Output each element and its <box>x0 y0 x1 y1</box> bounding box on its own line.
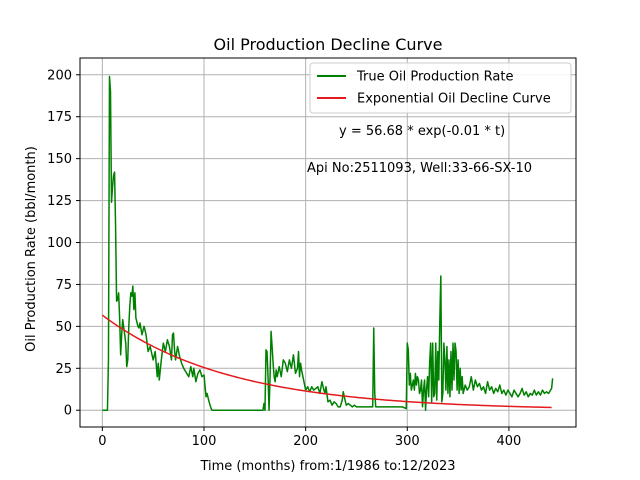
y-tick-label: 75 <box>55 278 72 293</box>
well-annotation: Api No:2511093, Well:33-66-SX-10 <box>307 161 532 176</box>
y-tick-label: 150 <box>47 152 72 167</box>
x-tick-label: 200 <box>293 434 318 449</box>
legend-label-exponential: Exponential Oil Decline Curve <box>357 92 551 107</box>
chart-title: Oil Production Decline Curve <box>214 35 443 54</box>
legend-box <box>309 62 572 114</box>
x-tick-label: 100 <box>192 434 217 449</box>
y-tick-label: 200 <box>47 68 72 83</box>
legend: True Oil Production Rate Exponential Oil… <box>309 62 572 114</box>
x-tick-label: 400 <box>497 434 522 449</box>
y-tick-label: 25 <box>55 362 72 377</box>
series-layer <box>101 75 554 411</box>
equation-annotation: y = 56.68 * exp(-0.01 * t) <box>339 124 505 139</box>
y-tick-label: 50 <box>55 320 72 335</box>
series-true-oil-production-rate <box>102 75 554 411</box>
y-tick-label: 100 <box>47 236 72 251</box>
x-axis-ticks: 0 100 200 300 400 <box>98 427 521 449</box>
series-exponential-decline-curve <box>101 314 552 409</box>
x-tick-label: 300 <box>395 434 420 449</box>
y-axis-ticks: 0 25 50 75 100 125 150 175 200 <box>47 68 80 419</box>
y-axis-label: Oil Production Rate (bbl/month) <box>24 146 39 352</box>
x-tick-label: 0 <box>98 434 106 449</box>
y-tick-label: 125 <box>47 194 72 209</box>
legend-label-true-rate: True Oil Production Rate <box>356 70 513 85</box>
y-tick-label: 175 <box>47 110 72 125</box>
x-axis-label: Time (months) from:1/1986 to:12/2023 <box>199 459 455 474</box>
y-tick-label: 0 <box>64 404 72 419</box>
